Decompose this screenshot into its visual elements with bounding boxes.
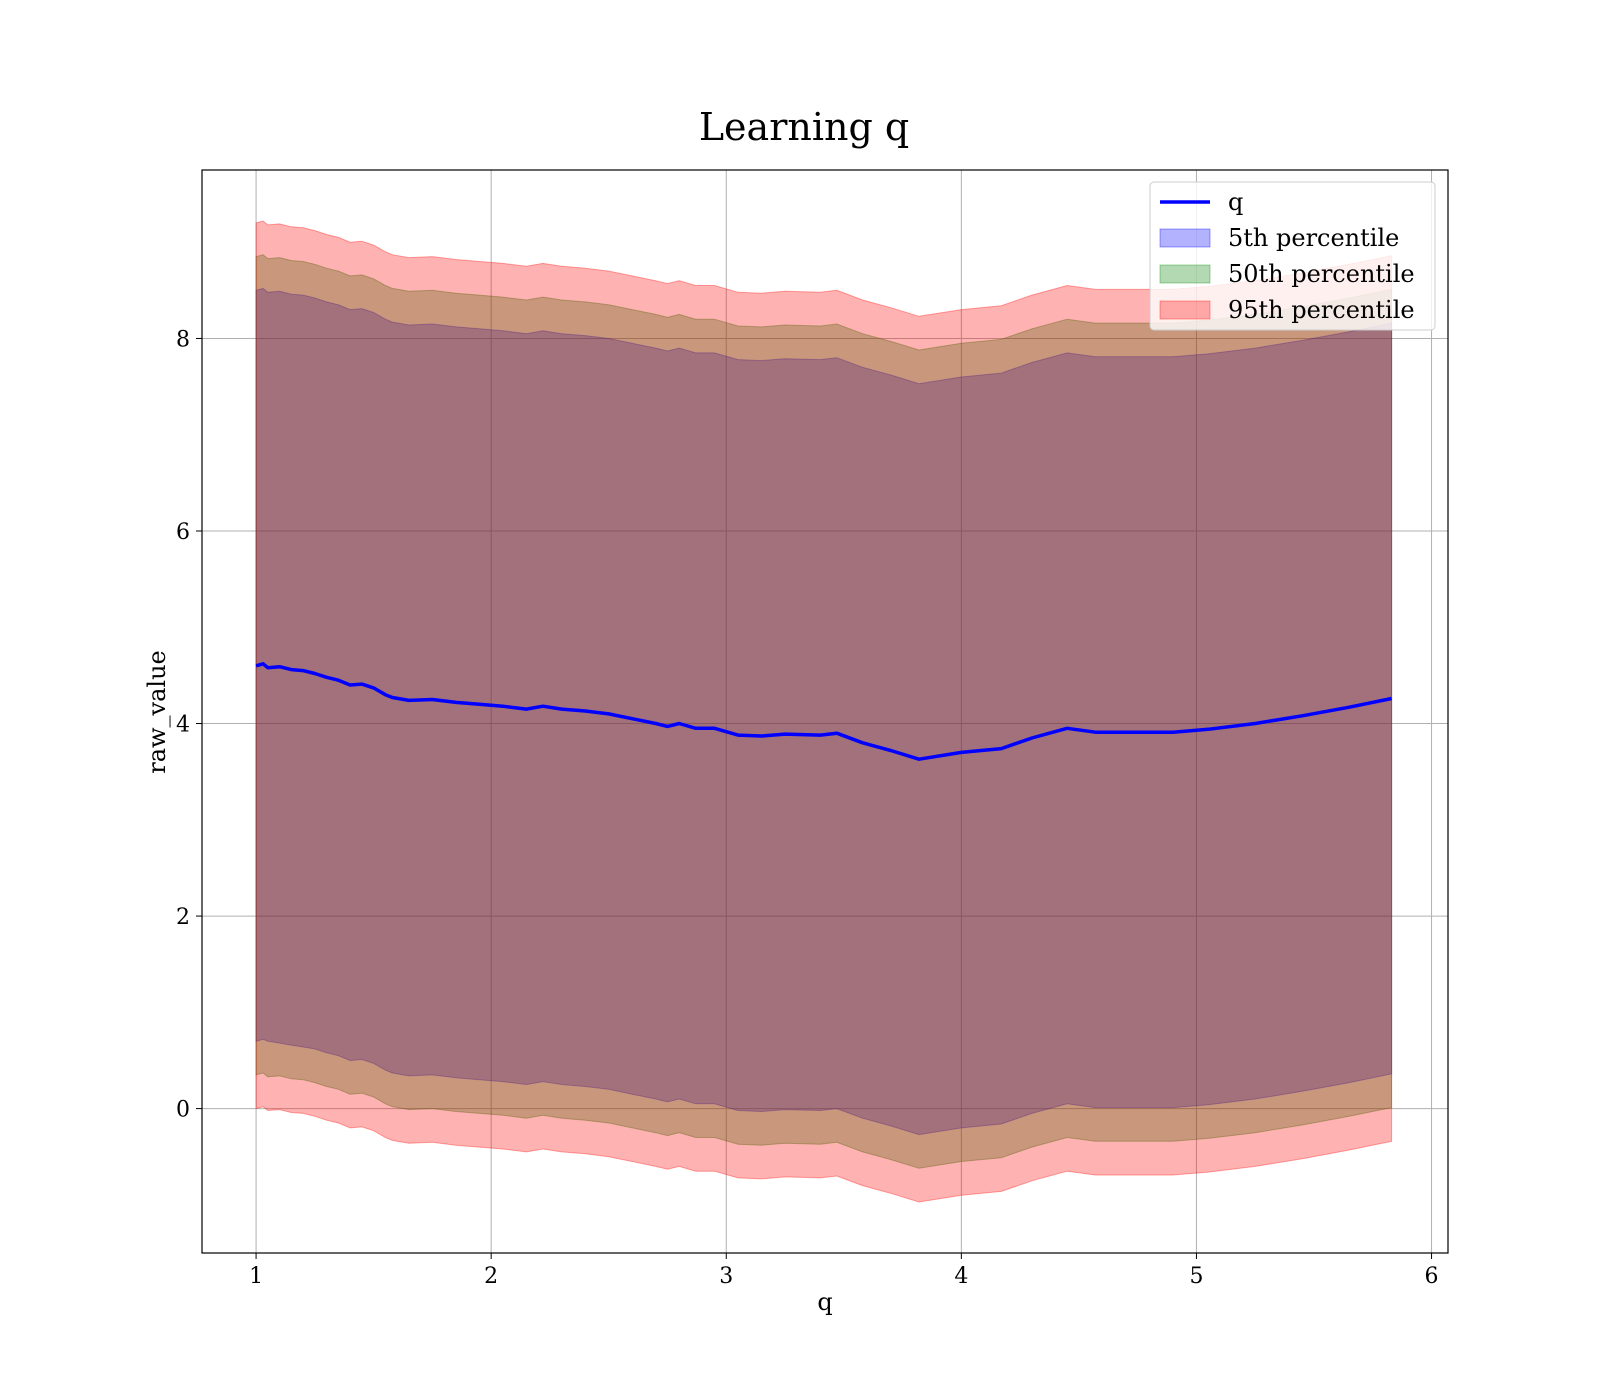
band-5th-percentile — [255, 287, 1393, 1136]
legend-swatch — [1159, 264, 1211, 284]
series-lines — [255, 662, 1392, 761]
y-tick-label: 0 — [176, 1098, 190, 1123]
chart-title: Learning q — [699, 105, 909, 149]
x-tick-label: 6 — [1425, 1264, 1439, 1289]
plot-frame — [201, 169, 1449, 1254]
x-tick-label: 1 — [249, 1264, 263, 1289]
legend-label: 95th percentile — [1228, 296, 1415, 324]
legend-label: 50th percentile — [1228, 260, 1415, 288]
legend-swatch — [1159, 228, 1211, 248]
percentile-bands — [255, 220, 1393, 1203]
y-axis-label: raw_value — [143, 650, 171, 774]
grid — [202, 170, 1448, 1253]
band-50th-percentile — [255, 254, 1393, 1169]
legend-label: q — [1228, 188, 1243, 216]
legend: q 5th percentile 50th percentile 95th perce… — [1149, 181, 1436, 331]
y-tick-label: 6 — [176, 520, 190, 545]
legend-box — [1149, 181, 1436, 331]
legend-swatch — [1159, 300, 1211, 320]
y-tick-label: 2 — [176, 905, 190, 930]
band-95th-percentile — [255, 220, 1393, 1203]
y-tick-label: 4 — [176, 713, 190, 738]
x-tick-label: 2 — [484, 1264, 498, 1289]
x-tick-label: 5 — [1189, 1264, 1203, 1289]
legend-label: 5th percentile — [1228, 224, 1399, 252]
y-tick-label: 8 — [176, 327, 190, 352]
x-tick-label: 3 — [719, 1264, 733, 1289]
ticks: 1 2 3 4 5 6 0 2 4 6 8 — [176, 327, 1439, 1289]
series-line-q — [255, 662, 1392, 761]
x-tick-label: 4 — [954, 1264, 968, 1289]
x-axis-label: q — [817, 1288, 832, 1316]
